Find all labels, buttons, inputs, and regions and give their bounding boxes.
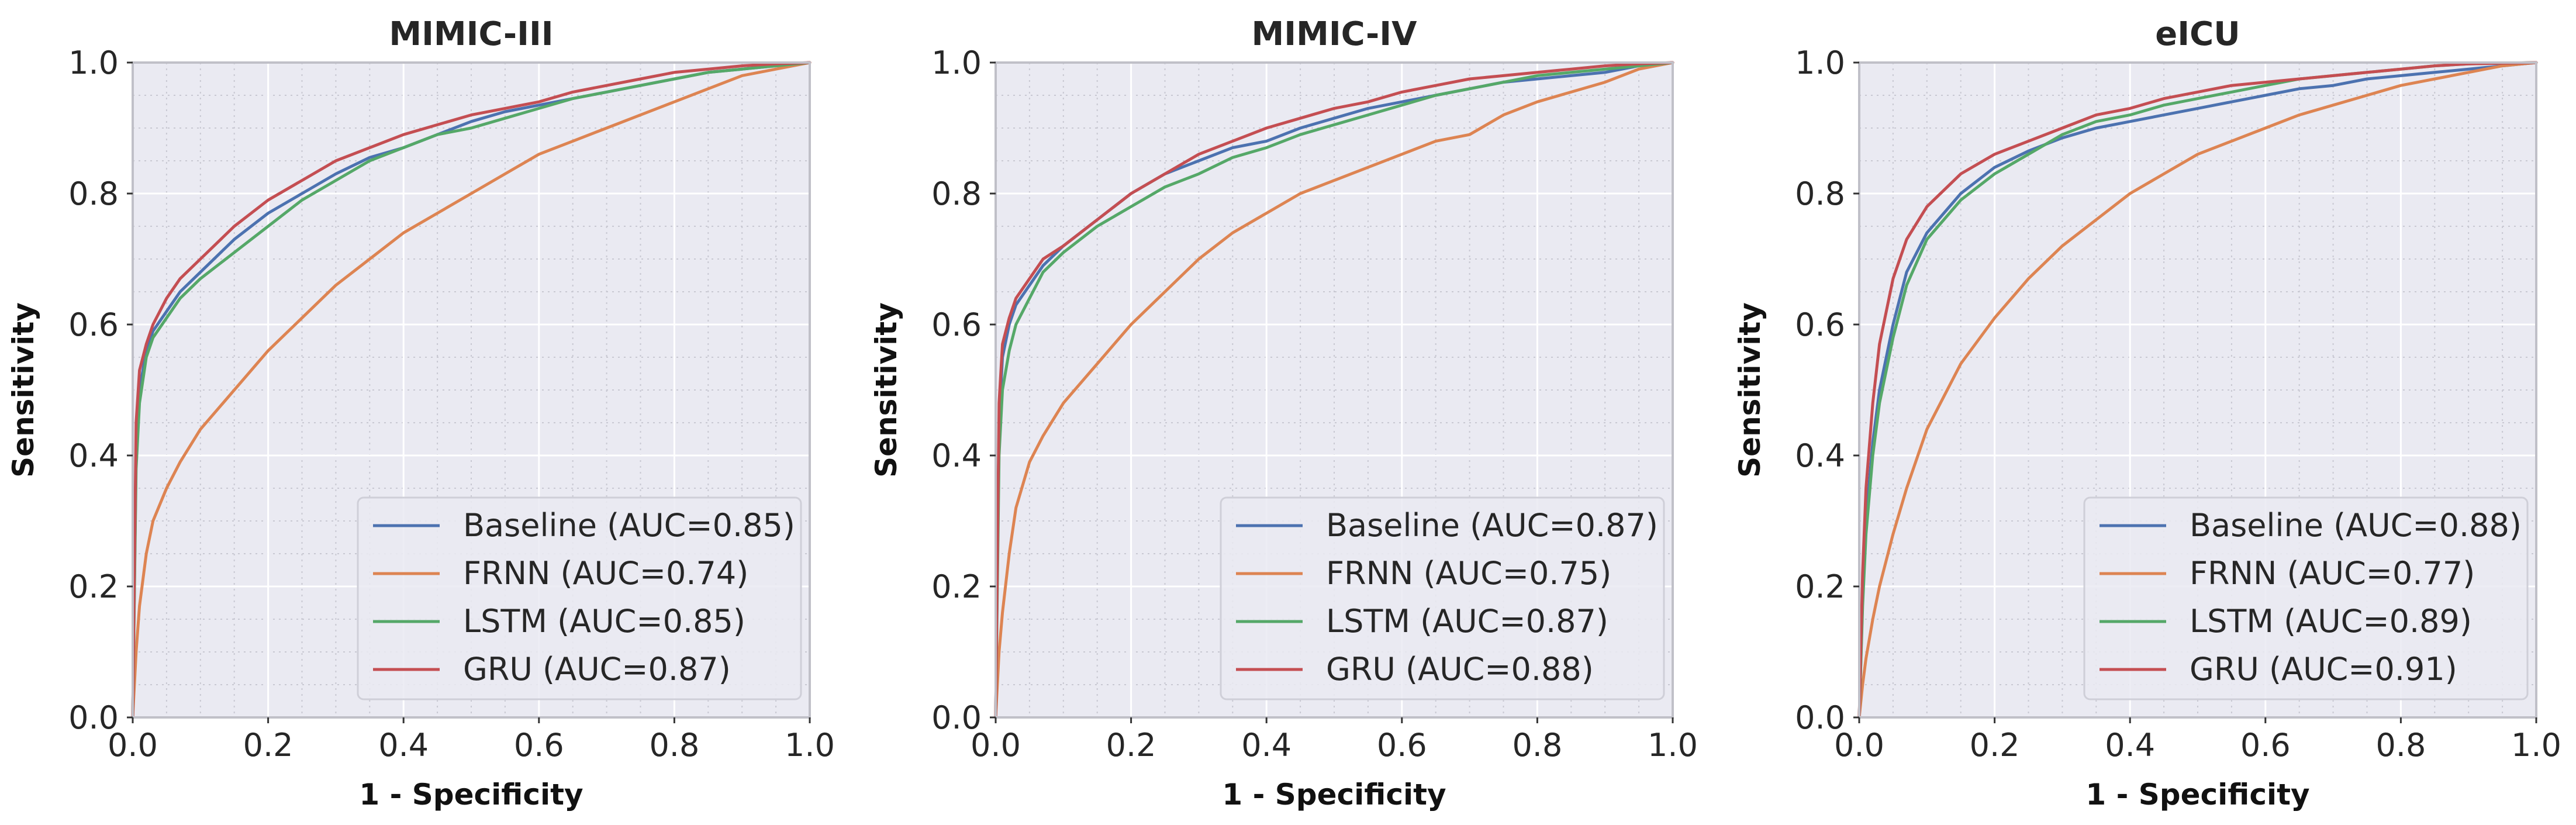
y-tick-label: 0.4 — [68, 437, 119, 474]
series-line-2 — [994, 61, 1674, 719]
legend-label-2: LSTM (AUC=0.89) — [2190, 603, 2472, 640]
legend-label-2: LSTM (AUC=0.85) — [463, 603, 745, 640]
x-tick-label: 0.0 — [971, 727, 1021, 764]
x-tick-label: 1.0 — [1648, 727, 1698, 764]
legend-box — [1220, 496, 1665, 700]
legend-label-1: FRNN (AUC=0.75) — [1326, 555, 1611, 592]
legend-label-2: LSTM (AUC=0.87) — [1326, 603, 1608, 640]
series-line-1 — [1857, 61, 2538, 719]
tick-labels: 0.00.0 0.2 0.2 0.4 0.4 0.6 0.6 0.8 0.8 1.0 1.0 — [68, 44, 835, 764]
x-axis-label: 1 - Specificity — [1222, 778, 1446, 812]
series-line-1 — [131, 61, 812, 719]
y-tick-label: 0.0 — [68, 699, 119, 736]
y-axis-label: Sensitivity — [6, 302, 40, 478]
y-tick-label: 0.2 — [68, 568, 119, 605]
chart-title: MIMIC-III — [389, 15, 553, 53]
x-tick-label: 0.8 — [2375, 727, 2426, 764]
x-tick-label: 1.0 — [2511, 727, 2561, 764]
x-tick-label: 0.6 — [1377, 727, 1427, 764]
chart-panel-0: 0.00.0 0.2 0.2 0.4 0.4 0.6 0.6 0.8 0.8 1.0 1.0 MIMI… — [6, 15, 835, 812]
legend-label-3: GRU (AUC=0.88) — [1326, 651, 1594, 688]
x-tick-label: 0.2 — [1106, 727, 1156, 764]
legend-label-3: GRU (AUC=0.91) — [2190, 651, 2457, 688]
chart-title: MIMIC-IV — [1252, 15, 1418, 53]
tick-labels: 0.00.0 0.2 0.2 0.4 0.4 0.6 0.6 0.8 0.8 1.0 1.0 — [1795, 44, 2561, 764]
x-tick-label: 0.0 — [1834, 727, 1884, 764]
legend: Baseline (AUC=0.88) FRNN (AUC=0.77) LSTM (… — [2083, 496, 2529, 700]
x-tick-label: 0.8 — [1512, 727, 1562, 764]
x-tick-label: 0.4 — [2105, 727, 2155, 764]
legend-label-0: Baseline (AUC=0.88) — [2190, 507, 2522, 544]
y-tick-label: 1.0 — [1795, 44, 1845, 81]
chart-title: eICU — [2155, 15, 2240, 53]
y-tick-label: 0.8 — [68, 175, 119, 212]
y-tick-label: 0.0 — [931, 699, 982, 736]
plot-frame — [1858, 61, 2537, 719]
series-line-1 — [994, 61, 1674, 719]
x-tick-label: 0.2 — [1970, 727, 2020, 764]
x-tick-label: 0.4 — [1241, 727, 1292, 764]
x-tick-label: 1.0 — [785, 727, 835, 764]
x-tick-label: 0.0 — [108, 727, 158, 764]
plot-frame — [132, 61, 811, 719]
x-tick-label: 0.8 — [649, 727, 699, 764]
minor-grid — [996, 63, 1673, 717]
x-axis-label: 1 - Specificity — [2085, 778, 2309, 812]
y-tick-label: 0.4 — [1795, 437, 1845, 474]
x-tick-label: 0.6 — [514, 727, 564, 764]
legend-box — [2083, 496, 2529, 700]
legend-label-3: GRU (AUC=0.87) — [463, 651, 731, 688]
series-line-0 — [1857, 61, 2538, 719]
y-tick-label: 0.6 — [68, 306, 119, 343]
y-tick-label: 0.2 — [1795, 568, 1845, 605]
y-tick-label: 0.2 — [931, 568, 982, 605]
x-tick-label: 0.6 — [2240, 727, 2291, 764]
legend-label-0: Baseline (AUC=0.85) — [463, 507, 795, 544]
plot-frame — [995, 61, 1674, 719]
y-tick-label: 0.6 — [931, 306, 982, 343]
legend: Baseline (AUC=0.85) FRNN (AUC=0.74) LSTM (… — [357, 496, 802, 700]
tick-labels: 0.00.0 0.2 0.2 0.4 0.4 0.6 0.6 0.8 0.8 1.0 1.0 — [931, 44, 1698, 764]
y-tick-label: 0.4 — [931, 437, 982, 474]
legend: Baseline (AUC=0.87) FRNN (AUC=0.75) LSTM (… — [1220, 496, 1665, 700]
series-line-3 — [994, 61, 1674, 719]
y-axis-label: Sensitivity — [869, 302, 903, 478]
y-tick-label: 0.6 — [1795, 306, 1845, 343]
legend-box — [357, 496, 802, 700]
x-axis-label: 1 - Specificity — [359, 778, 583, 812]
y-tick-label: 1.0 — [68, 44, 119, 81]
series-line-0 — [994, 61, 1674, 719]
x-tick-label: 0.2 — [243, 727, 293, 764]
x-tick-label: 0.4 — [378, 727, 429, 764]
y-axis-label: Sensitivity — [1733, 302, 1767, 478]
series-line-3 — [131, 61, 812, 719]
chart-panel-1: 0.00.0 0.2 0.2 0.4 0.4 0.6 0.6 0.8 0.8 1.0 1.0 MIMI… — [869, 15, 1698, 812]
y-tick-label: 1.0 — [931, 44, 982, 81]
minor-grid — [1859, 63, 2536, 717]
y-tick-label: 0.8 — [931, 175, 982, 212]
legend-label-1: FRNN (AUC=0.77) — [2190, 555, 2475, 592]
chart-panel-2: 0.00.0 0.2 0.2 0.4 0.4 0.6 0.6 0.8 0.8 1.0 1.0 eICU… — [1733, 15, 2561, 812]
y-tick-label: 0.8 — [1795, 175, 1845, 212]
series-line-3 — [1857, 61, 2538, 719]
legend-label-0: Baseline (AUC=0.87) — [1326, 507, 1658, 544]
legend-label-1: FRNN (AUC=0.74) — [463, 555, 748, 592]
y-tick-label: 0.0 — [1795, 699, 1845, 736]
series-line-2 — [131, 61, 812, 719]
